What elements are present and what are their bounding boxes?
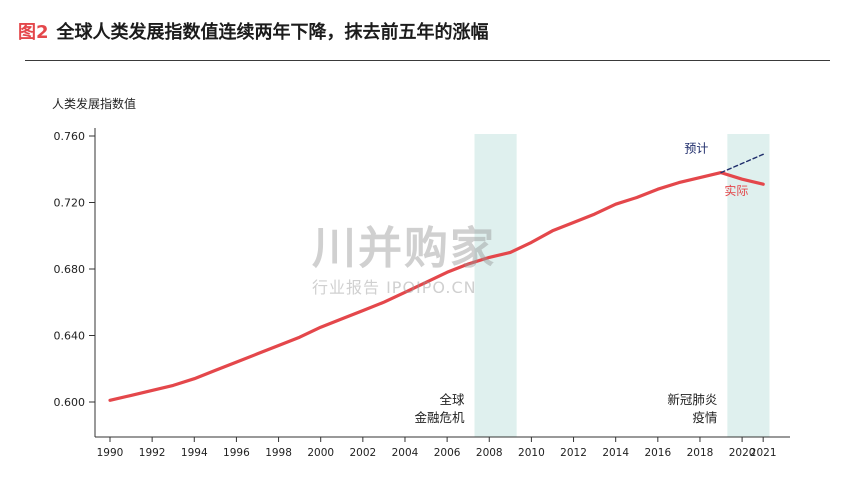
band-label-line1: 全球 bbox=[439, 392, 465, 407]
y-tick-label: 0.680 bbox=[54, 263, 86, 276]
actual-line bbox=[108, 171, 765, 402]
x-tick-label: 1998 bbox=[265, 447, 292, 459]
x-tick-label: 2006 bbox=[434, 447, 461, 459]
title-rule bbox=[25, 60, 830, 61]
x-tick-label: 2000 bbox=[307, 447, 334, 459]
x-tick-label: 1990 bbox=[97, 447, 124, 459]
y-tick-label: 0.640 bbox=[54, 330, 86, 343]
title-text: 全球人类发展指数值连续两年下降，抹去前五年的涨幅 bbox=[56, 22, 489, 43]
x-tick-label: 2004 bbox=[392, 447, 419, 459]
x-tick-label: 1994 bbox=[181, 447, 208, 459]
x-tick-label: 2008 bbox=[476, 447, 503, 459]
x-tick-label: 1996 bbox=[223, 447, 250, 459]
x-tick-label: 1992 bbox=[139, 447, 166, 459]
forecast-series-label: 预计 bbox=[684, 142, 708, 156]
figure-label: 图2 bbox=[18, 22, 49, 43]
event-band-1 bbox=[474, 134, 517, 437]
band-label-line2: 疫情 bbox=[692, 410, 717, 425]
x-tick-label: 2002 bbox=[349, 447, 376, 459]
actual-series-label: 实际 bbox=[724, 183, 748, 198]
x-tick-label: 2016 bbox=[644, 447, 671, 459]
x-tick-label: 2012 bbox=[560, 447, 587, 459]
x-tick-label: 2020 bbox=[729, 447, 756, 459]
forecast-line bbox=[720, 153, 764, 174]
x-tick-label: 2010 bbox=[518, 447, 545, 459]
x-tick-label: 2021 bbox=[750, 447, 777, 459]
y-tick-label: 0.600 bbox=[54, 396, 86, 409]
band-label-line2: 金融危机 bbox=[414, 410, 465, 425]
y-tick-label: 0.720 bbox=[54, 197, 86, 210]
band-label-line1: 新冠肺炎 bbox=[667, 392, 717, 407]
x-tick-label: 2014 bbox=[602, 447, 629, 459]
y-axis-title: 人类发展指数值 bbox=[52, 96, 136, 111]
y-tick-label: 0.760 bbox=[54, 130, 86, 143]
figure-title: 图2 全球人类发展指数值连续两年下降，抹去前五年的涨幅 bbox=[18, 18, 489, 44]
x-tick-label: 2018 bbox=[687, 447, 714, 459]
